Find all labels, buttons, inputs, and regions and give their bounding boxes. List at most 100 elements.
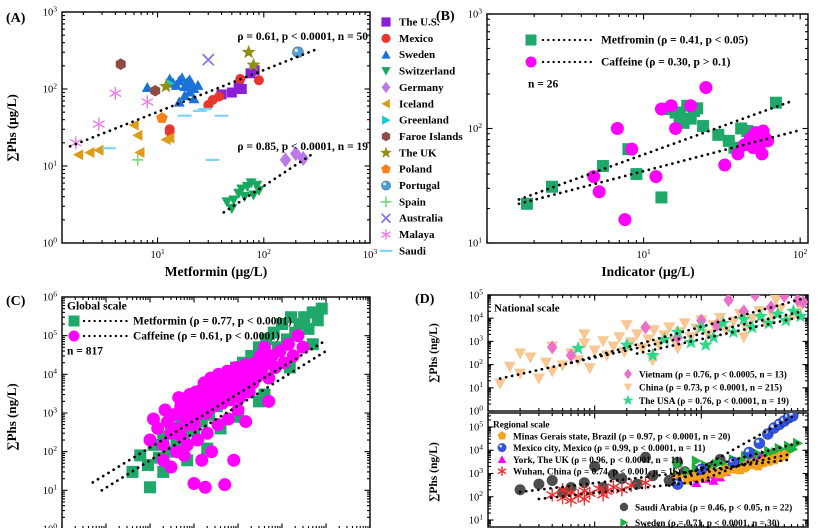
panel-label-A: (A): [6, 11, 26, 26]
y-tick-label: 102: [469, 489, 484, 503]
panel-label-D1: (D): [415, 292, 435, 307]
data-point: [252, 395, 265, 408]
data-point: [578, 329, 591, 341]
data-point: [714, 313, 727, 325]
data-point: [578, 492, 591, 506]
data-point: [749, 295, 761, 302]
data-point: [743, 446, 755, 459]
data-point: [179, 90, 191, 101]
series-switzerland: [221, 178, 265, 215]
trend-line-B-2: [517, 129, 799, 206]
y-tick-label: 100: [43, 235, 58, 249]
legend-item-label: Iceland: [399, 98, 434, 110]
y-tick-label: 102: [43, 81, 58, 95]
y-tick-label: 103: [468, 6, 483, 20]
data-point: [545, 180, 558, 193]
data-point: [786, 303, 801, 318]
legend-marker-triangle-left: [381, 99, 390, 109]
axis-ticks-A: [62, 11, 371, 244]
data-point: [211, 418, 225, 432]
data-point: [281, 337, 295, 351]
plot-area-D2: [514, 413, 804, 508]
series-sweden: [141, 72, 204, 107]
y-tick-label: 103: [469, 466, 484, 480]
y-tick-label: 105: [43, 328, 58, 342]
y-tick-label: 101: [468, 235, 483, 249]
data-point: [158, 403, 172, 417]
data-point: [546, 474, 558, 486]
y-axis-title: ∑Phs (ng/L): [4, 383, 19, 450]
data-point: [678, 318, 691, 330]
legend-item-label: Poland: [399, 164, 432, 176]
legend-marker-hexagon: [381, 131, 391, 142]
data-point: [239, 415, 253, 429]
data-point: [141, 95, 154, 109]
data-point: [663, 322, 676, 334]
plot-area-D1: [494, 295, 808, 390]
data-point: [619, 337, 634, 351]
series-caffeine: [587, 81, 775, 227]
series-wuhan-china: [546, 476, 652, 508]
legend-item-label: Portugal: [399, 180, 440, 192]
data-point: [546, 488, 559, 502]
data-point: [205, 445, 219, 459]
series-caffeine: [143, 329, 310, 494]
y-tick-label: 102: [469, 357, 484, 371]
data-point: [578, 338, 591, 350]
y-tick-label: 104: [469, 443, 484, 457]
data-point: [712, 458, 723, 470]
data-point: [279, 152, 292, 168]
legend-item-label: Malaya: [399, 229, 435, 241]
data-point: [613, 332, 626, 344]
y-tick-label: 102: [468, 121, 483, 135]
data-point: [249, 65, 260, 76]
trend-line-D2-3: [672, 453, 790, 481]
legend-marker-sphere: [497, 442, 507, 453]
data-point: [639, 476, 652, 490]
data-point: [245, 349, 258, 362]
data-point: [221, 197, 233, 208]
y-tick-label: 101: [43, 158, 58, 172]
panel-C: 100 101 102 103 104 105 106 Global scale Metform…: [4, 289, 371, 528]
data-point: [753, 437, 766, 450]
data-point: [607, 469, 619, 481]
data-point: [248, 190, 260, 201]
y-tick-label: 103: [43, 4, 58, 18]
data-point: [779, 295, 790, 303]
data-point: [565, 348, 577, 363]
legend-D1-1: National scale: [494, 303, 560, 315]
data-point: [172, 391, 186, 405]
legend-D2-2: Saudi Arabia (ρ = 0.46, p < 0.05, n = 22…: [619, 502, 792, 528]
data-point: [797, 295, 808, 309]
trend-line-D2-4: [672, 440, 802, 478]
data-point: [565, 493, 577, 508]
legend-item-label: Faroe Islands: [399, 131, 463, 143]
y-axis-title: ∑Phs (ng/L): [428, 442, 440, 502]
data-point: [533, 478, 545, 490]
data-point: [770, 306, 785, 321]
legend-marker-circle: [619, 502, 629, 512]
data-point: [592, 185, 606, 199]
data-point: [663, 474, 675, 486]
data-point: [177, 448, 191, 462]
data-point: [164, 460, 178, 474]
data-point: [583, 486, 596, 501]
x-tick-label: 101: [636, 247, 651, 261]
data-point: [221, 412, 235, 426]
data-point: [769, 295, 782, 307]
y-tick-label: 104: [43, 367, 58, 381]
data-point: [233, 391, 247, 405]
data-point: [150, 84, 161, 97]
data-point: [141, 81, 153, 93]
data-point: [583, 363, 596, 375]
trend-line-D2-2: [537, 479, 712, 501]
data-point: [128, 119, 139, 131]
x-tick-label: 101: [150, 247, 165, 261]
y-tick-label: 101: [469, 512, 484, 526]
data-point: [134, 449, 147, 462]
legend-item-label: Germany: [399, 82, 444, 94]
legend-item-label: Global scale: [67, 301, 127, 313]
data-point: [691, 455, 702, 467]
y-tick-label: 103: [43, 405, 58, 419]
panel-label-B: (B): [436, 9, 455, 24]
